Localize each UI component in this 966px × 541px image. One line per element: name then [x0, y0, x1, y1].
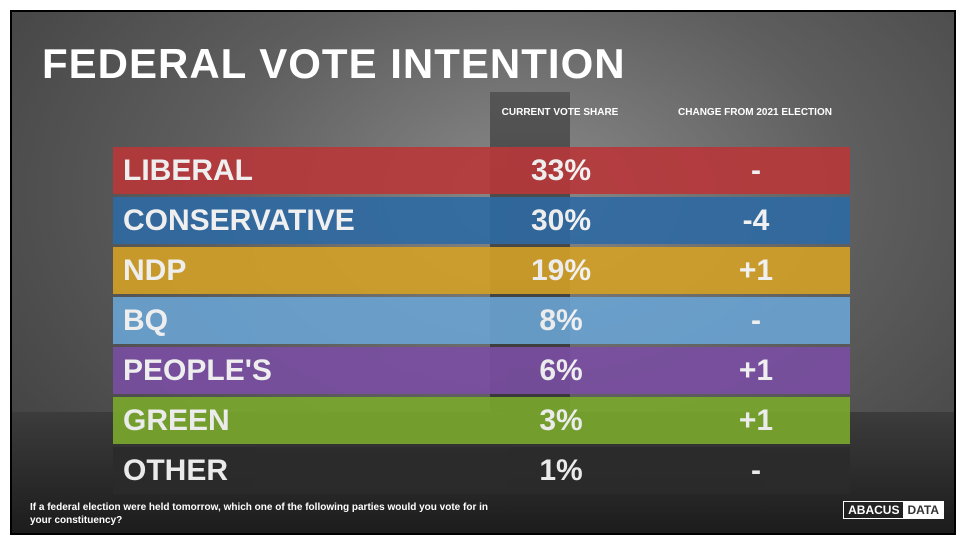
vote-share: 30% — [530, 204, 592, 237]
party-name: LIBERAL — [123, 154, 253, 187]
table-row: LIBERAL 33% - — [113, 147, 850, 194]
vote-share: 33% — [530, 154, 592, 187]
infographic: FEDERAL VOTE INTENTION CURRENT VOTE SHAR… — [10, 10, 956, 535]
change: - — [751, 454, 761, 487]
party-name: OTHER — [123, 454, 228, 487]
table-row: GREEN 3% +1 — [113, 397, 850, 444]
vote-share: 3% — [539, 404, 583, 437]
table-row: PEOPLE'S 6% +1 — [113, 347, 850, 394]
party-name: NDP — [123, 254, 187, 287]
vote-share: 19% — [530, 254, 592, 287]
change: - — [751, 154, 761, 187]
logo-text: ABACUS — [848, 503, 900, 517]
table-row: CONSERVATIVE 30% -4 — [113, 197, 850, 244]
vote-share: 8% — [539, 304, 583, 337]
party-name: PEOPLE'S — [123, 354, 272, 387]
change: +1 — [738, 404, 774, 437]
change: - — [751, 304, 761, 337]
vote-share: 6% — [539, 354, 583, 387]
party-name: CONSERVATIVE — [123, 204, 355, 237]
table-row: NDP 19% +1 — [113, 247, 850, 294]
change: -4 — [742, 204, 770, 237]
table-row: OTHER 1% - — [113, 447, 850, 494]
column-header: CURRENT VOTE SHARE — [501, 107, 619, 118]
column-header: CHANGE FROM 2021 ELECTION — [678, 107, 832, 118]
party-name: GREEN — [123, 404, 230, 437]
change: +1 — [738, 354, 774, 387]
vote-share: 1% — [539, 454, 583, 487]
logo-text: DATA — [903, 502, 943, 518]
party-name: BQ — [123, 304, 168, 337]
table-row: BQ 8% - — [113, 297, 850, 344]
change: +1 — [738, 254, 774, 287]
title: FEDERAL VOTE INTENTION — [42, 40, 626, 87]
survey-question: If a federal election were held tomorrow… — [30, 502, 489, 526]
logo: ABACUS DATA — [843, 501, 944, 519]
